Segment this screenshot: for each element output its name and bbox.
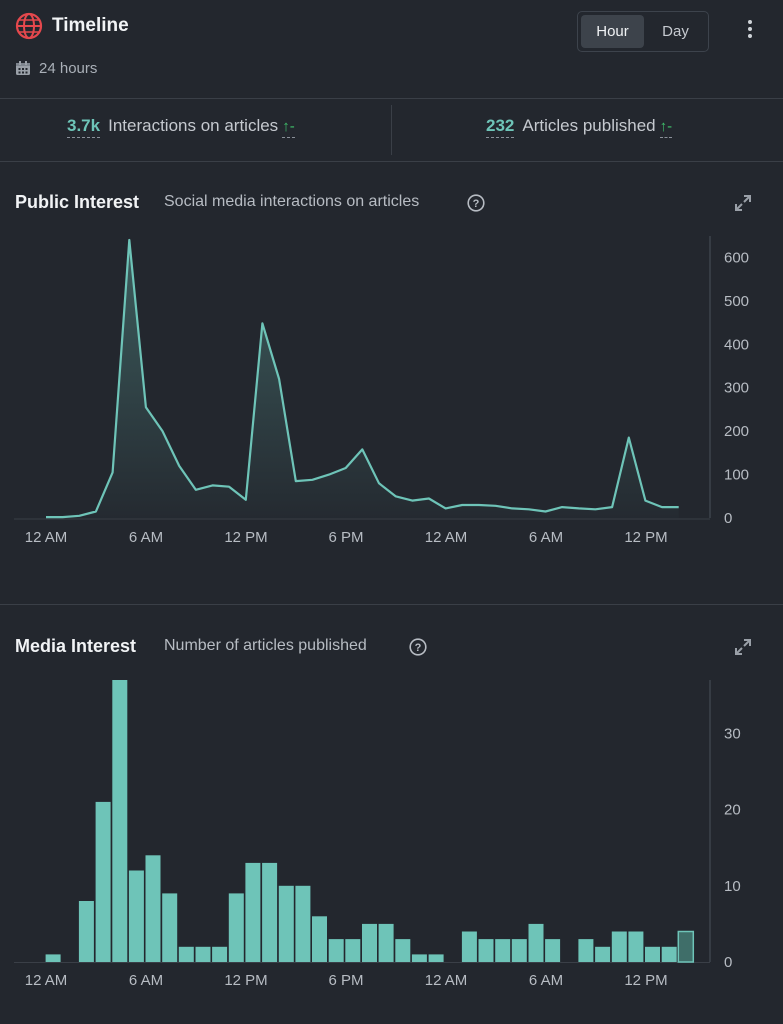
bar — [312, 916, 327, 962]
expand-icon[interactable] — [733, 637, 753, 657]
public-interest-title: Public Interest — [15, 192, 140, 212]
y-tick-label: 30 — [724, 725, 741, 742]
x-tick-label: 12 PM — [624, 972, 667, 989]
x-tick-label: 12 AM — [425, 529, 468, 546]
stat-articles: 232 Articles published ↑- — [486, 116, 673, 138]
bar — [395, 939, 411, 962]
x-tick-label: 12 AM — [425, 972, 468, 989]
x-tick-label: 12 AM — [25, 529, 68, 546]
x-tick-label: 6 AM — [529, 972, 563, 989]
bar — [212, 946, 228, 962]
stat-articles-label: Articles published — [522, 116, 656, 135]
globe-icon — [15, 12, 43, 40]
y-tick-label: 200 — [724, 423, 749, 440]
bar — [628, 931, 644, 962]
divider — [0, 161, 783, 162]
bar — [45, 954, 61, 962]
bar — [112, 680, 128, 962]
calendar-icon — [16, 61, 30, 75]
y-tick-label: 10 — [724, 878, 741, 895]
y-tick-label: 600 — [724, 249, 749, 266]
bar — [362, 923, 377, 962]
public-interest-subtitle: Social media interactions on articles — [164, 193, 420, 210]
x-tick-label: 6 PM — [328, 529, 363, 546]
bar — [128, 870, 144, 962]
bar — [145, 855, 161, 962]
toggle-hour-button[interactable]: Hour — [581, 15, 644, 48]
stat-articles-value[interactable]: 232 — [486, 116, 515, 138]
x-tick-label: 12 PM — [624, 529, 667, 546]
bar — [378, 923, 394, 962]
toggle-day-button[interactable]: Day — [662, 23, 689, 40]
bar — [245, 862, 261, 962]
x-tick-label: 12 PM — [224, 529, 267, 546]
bar — [162, 893, 178, 962]
bar — [528, 923, 544, 962]
bar — [95, 801, 111, 962]
bar — [461, 931, 477, 962]
granularity-toggle: Hour Day — [577, 11, 709, 52]
page-title: Timeline — [52, 15, 129, 36]
area-fill — [46, 240, 679, 518]
public-interest-chart: 0 100 200 300 400 500 600 12 AM 6 AM 12 PM 6 PM 12 … — [14, 236, 749, 546]
bar — [511, 939, 527, 962]
x-tick-label: 6 AM — [529, 529, 563, 546]
help-icon[interactable]: ? — [409, 638, 427, 656]
trend-up-icon[interactable]: ↑- — [659, 118, 673, 138]
stats-divider — [391, 105, 392, 155]
bar — [228, 893, 244, 962]
stat-interactions-value[interactable]: 3.7k — [67, 116, 101, 138]
x-tick-label: 12 PM — [224, 972, 267, 989]
bar — [411, 954, 427, 962]
bar — [428, 954, 444, 962]
bar — [478, 939, 494, 962]
y-tick-label: 20 — [724, 802, 741, 819]
bar — [278, 885, 294, 962]
bar — [495, 939, 511, 962]
stat-interactions: 3.7k Interactions on articles ↑- — [67, 116, 295, 138]
bar — [295, 885, 311, 962]
media-interest-subtitle: Number of articles published — [164, 637, 367, 654]
trend-up-icon[interactable]: ↑- — [282, 118, 295, 138]
bar — [78, 901, 94, 962]
x-tick-label: 6 PM — [328, 972, 363, 989]
media-interest-chart: 0 10 20 30 12 AM 6 AM 12 PM 6 PM 12 AM 6 AM 12 PM — [14, 680, 741, 989]
period-label: 24 hours — [39, 60, 98, 77]
divider — [0, 604, 783, 605]
y-tick-label: 100 — [724, 467, 749, 484]
header: Timeline 24 hours Hour Day — [0, 0, 783, 98]
bar — [328, 939, 344, 962]
bar — [578, 939, 594, 962]
svg-text:?: ? — [473, 198, 480, 210]
bar — [677, 930, 695, 963]
y-tick-label: 400 — [724, 336, 749, 353]
expand-icon[interactable] — [733, 193, 753, 213]
svg-text:?: ? — [415, 642, 422, 654]
divider — [0, 98, 783, 99]
media-interest-title: Media Interest — [15, 636, 137, 656]
bar — [262, 862, 278, 962]
bar — [178, 946, 194, 962]
stats-row: 3.7k Interactions on articles ↑- 232 Articl… — [0, 99, 783, 161]
y-tick-label: 0 — [724, 954, 732, 971]
bar — [645, 946, 660, 962]
bar — [661, 946, 677, 962]
x-tick-label: 12 AM — [25, 972, 68, 989]
series-line — [46, 238, 679, 519]
bar — [195, 946, 211, 962]
more-options-icon[interactable] — [744, 20, 756, 42]
stat-interactions-label: Interactions on articles — [108, 116, 279, 135]
y-tick-label: 300 — [724, 380, 749, 397]
x-tick-label: 6 AM — [129, 529, 163, 546]
y-tick-label: 0 — [724, 510, 732, 527]
x-tick-label: 6 AM — [129, 972, 163, 989]
bar — [345, 939, 361, 962]
bar — [595, 946, 611, 962]
bar — [611, 931, 627, 962]
bar — [545, 939, 561, 962]
y-tick-label: 500 — [724, 293, 749, 310]
help-icon[interactable]: ? — [467, 194, 485, 212]
